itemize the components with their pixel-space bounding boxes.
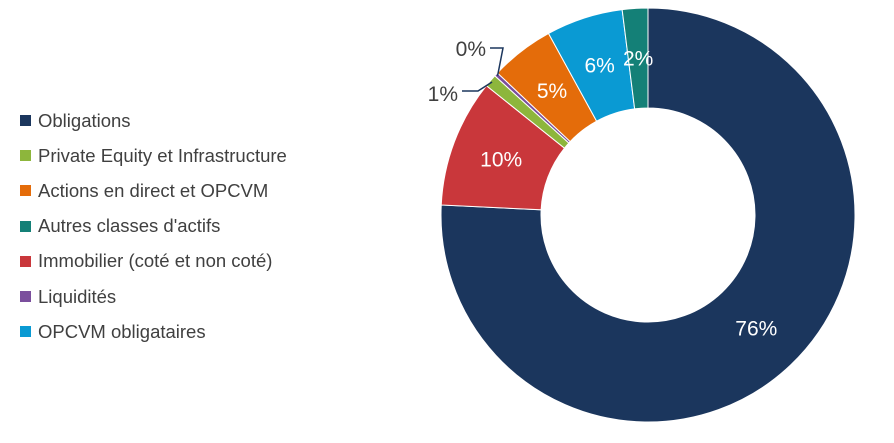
legend-item: Private Equity et Infrastructure: [20, 138, 287, 173]
legend-swatch: [20, 185, 31, 197]
legend-label: OPCVM obligataires: [38, 320, 206, 342]
legend-swatch: [20, 326, 31, 338]
legend-item: OPCVM obligataires: [20, 314, 287, 349]
slice-value-label: 1%: [428, 83, 458, 106]
legend: Obligations Private Equity et Infrastruct…: [20, 103, 287, 349]
slice-value-label: 10%: [480, 148, 522, 171]
legend-swatch: [20, 291, 31, 303]
slice-value-label: 76%: [735, 318, 777, 341]
legend-label: Obligations: [38, 109, 131, 131]
slice-autres-classes-d-actifs: [621, 7, 649, 110]
leader-line: [490, 47, 504, 76]
slice-value-label: 5%: [537, 80, 567, 103]
legend-label: Liquidités: [38, 285, 117, 307]
data-labels-group: 76% 10% 1% 0% 5% 6% 2%: [428, 38, 778, 341]
slice-value-label: 2%: [623, 47, 653, 70]
legend-item: Liquidités: [20, 279, 287, 314]
legend-swatch: [20, 220, 31, 232]
legend-label: Private Equity et Infrastructure: [38, 144, 287, 166]
legend-swatch: [20, 115, 31, 127]
legend-label: Immobilier (coté et non coté): [38, 250, 273, 272]
legend-label: Autres classes d'actifs: [38, 215, 221, 237]
legend-item: Actions en direct et OPCVM: [20, 173, 287, 208]
legend-item: Autres classes d'actifs: [20, 209, 287, 244]
legend-item: Immobilier (coté et non coté): [20, 244, 287, 279]
slice-value-label: 6%: [584, 55, 614, 78]
slice-value-label: 0%: [456, 38, 486, 61]
leader-lines-group: [462, 47, 504, 92]
slice-obligations: [440, 7, 856, 423]
legend-swatch: [20, 150, 31, 162]
legend-label: Actions en direct et OPCVM: [38, 179, 269, 201]
slices-group: [440, 7, 856, 423]
legend-swatch: [20, 255, 31, 267]
legend-item: Obligations: [20, 103, 287, 138]
leader-line: [462, 81, 493, 92]
